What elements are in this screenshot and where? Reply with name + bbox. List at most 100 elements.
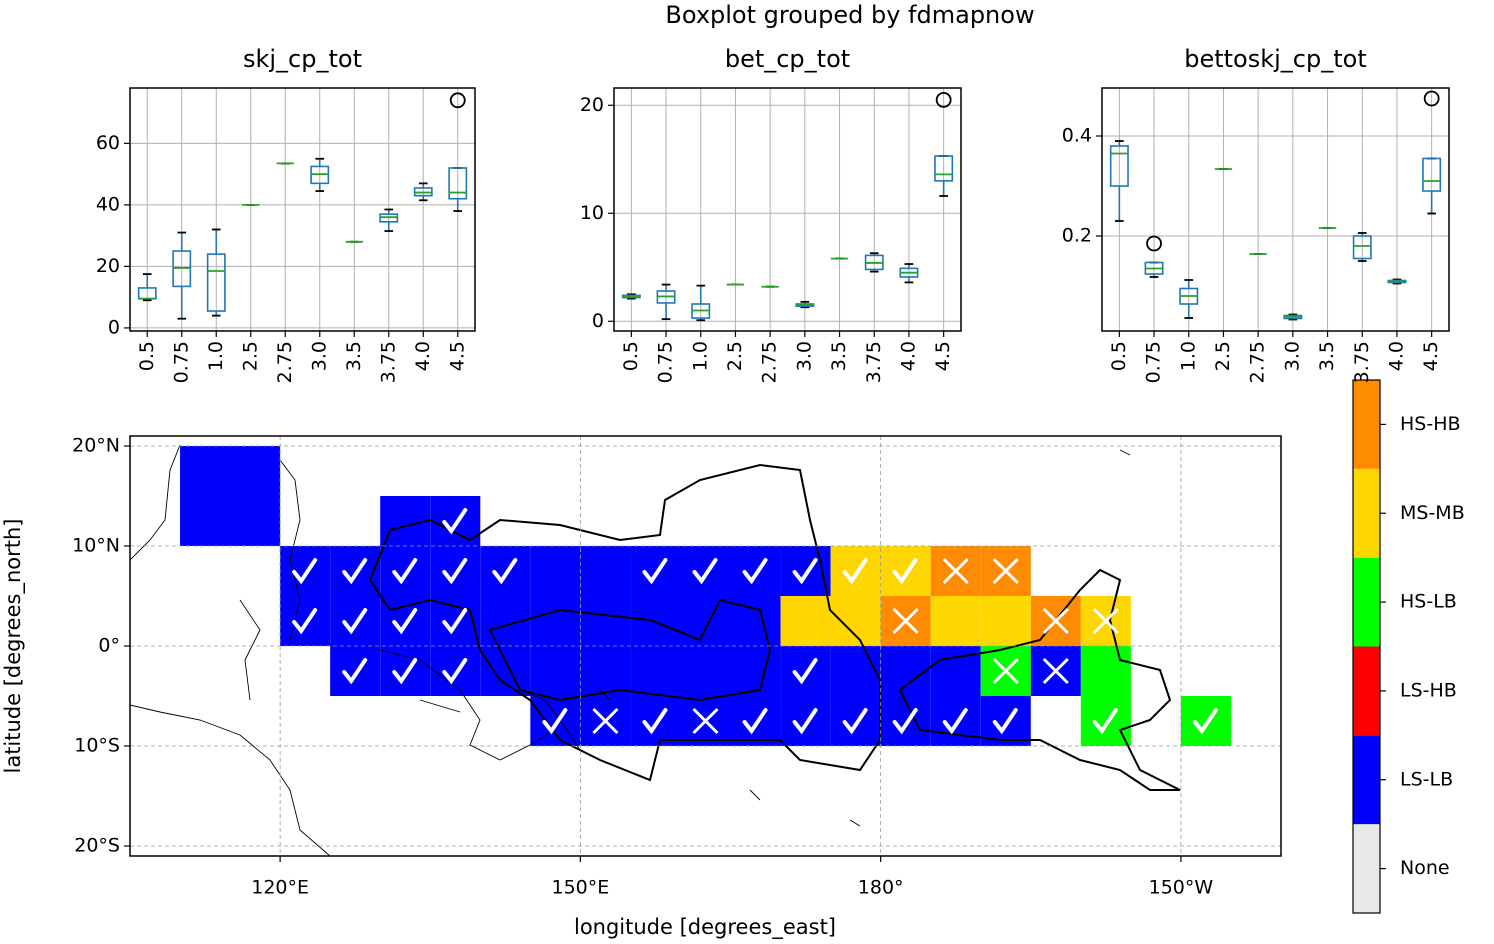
check-marker xyxy=(792,708,818,735)
cross-marker xyxy=(1042,657,1069,685)
x-tick-label: 1.0 xyxy=(205,341,227,371)
x-tick-label: 1.0 xyxy=(689,341,711,371)
map-cell xyxy=(530,546,581,596)
map-cell xyxy=(780,596,831,646)
colorbar-segment xyxy=(1353,380,1380,469)
check-marker xyxy=(342,608,368,635)
check-marker xyxy=(392,608,418,635)
colorbar-segment xyxy=(1353,557,1380,647)
map-cell xyxy=(830,596,881,646)
map-cell xyxy=(330,596,381,646)
map-cell xyxy=(330,646,381,696)
colorbar-frame xyxy=(1352,379,1381,914)
check-marker xyxy=(842,558,868,585)
x-tick-label: 180° xyxy=(858,877,904,899)
check-marker xyxy=(892,708,918,735)
y-tick-label: 20°N xyxy=(72,435,120,457)
x-tick-label: 3.0 xyxy=(793,341,815,371)
colorbar-label: LS-LB xyxy=(1400,768,1453,790)
map-cell xyxy=(980,596,1031,646)
x-tick-label: 0.5 xyxy=(136,341,158,371)
x-tick-label: 3.75 xyxy=(863,341,885,383)
y-tick-label: 60 xyxy=(96,132,120,154)
check-marker xyxy=(692,558,718,585)
x-tick-label: 4.5 xyxy=(1420,341,1442,371)
y-tick-label: 20 xyxy=(96,255,120,277)
map-cell xyxy=(730,546,781,596)
cross-marker xyxy=(942,557,969,585)
check-marker xyxy=(742,558,768,585)
map-cell xyxy=(380,596,431,646)
map-cell xyxy=(880,696,931,746)
figure-title: Boxplot grouped by fdmapnow xyxy=(665,1,1034,29)
x-tick-label: 4.5 xyxy=(932,341,954,371)
box xyxy=(934,155,954,182)
check-marker xyxy=(542,708,568,735)
check-marker xyxy=(792,558,818,585)
cross-marker xyxy=(992,557,1019,585)
check-marker xyxy=(492,558,518,585)
y-tick-label: 20°S xyxy=(74,835,120,857)
x-tick-label: 0.75 xyxy=(1143,341,1165,383)
map-cell xyxy=(530,696,581,746)
y-tick-label: 10 xyxy=(580,202,604,224)
colorbar-segment xyxy=(1353,735,1380,825)
map-cell xyxy=(630,696,681,746)
flier xyxy=(1146,235,1162,252)
x-tick-label: 0.5 xyxy=(620,341,642,371)
map-cell xyxy=(880,546,931,596)
map-cell xyxy=(830,696,881,746)
map-cell xyxy=(580,596,631,646)
x-tick-label: 0.75 xyxy=(655,341,677,383)
cross-marker xyxy=(892,607,919,635)
map-cell xyxy=(180,446,281,546)
map-cell xyxy=(580,546,631,596)
box xyxy=(448,167,468,200)
map-cell xyxy=(730,696,781,746)
map-cell xyxy=(280,596,331,646)
map-cell xyxy=(630,546,681,596)
check-marker xyxy=(442,558,468,585)
x-tick-label: 2.75 xyxy=(1247,341,1269,383)
map-cell xyxy=(330,546,381,596)
map-cell xyxy=(930,696,981,746)
map-cell xyxy=(1180,696,1231,746)
x-tick-label: 2.75 xyxy=(759,341,781,383)
colorbar-segment xyxy=(1353,824,1380,913)
x-tick-label: 4.5 xyxy=(446,341,468,371)
y-axis-label: latitude [degrees_north] xyxy=(1,519,26,774)
y-tick-label: 0° xyxy=(98,635,120,657)
y-tick-label: 10°S xyxy=(74,735,120,757)
map-cell xyxy=(780,646,831,696)
check-marker xyxy=(892,558,918,585)
y-tick-label: 10°N xyxy=(72,535,120,557)
map-cell xyxy=(830,546,881,596)
map-cell xyxy=(1080,696,1131,746)
cross-marker xyxy=(1042,607,1069,635)
check-marker xyxy=(842,708,868,735)
cross-marker xyxy=(592,707,619,735)
check-marker xyxy=(742,708,768,735)
check-marker xyxy=(1192,708,1218,735)
map-cell xyxy=(530,596,581,646)
x-tick-label: 0.75 xyxy=(170,341,192,383)
flier xyxy=(935,91,952,108)
map-cell xyxy=(1080,646,1131,696)
subplot-title: skj_cp_tot xyxy=(243,45,362,73)
map-cell xyxy=(580,646,631,696)
map-cell xyxy=(430,646,481,696)
map-cell xyxy=(680,646,731,696)
x-tick-label: 4.0 xyxy=(1385,341,1407,371)
check-marker xyxy=(442,508,468,535)
check-marker xyxy=(442,608,468,635)
y-tick-label: 0 xyxy=(108,316,120,338)
map-cell xyxy=(630,596,681,646)
colorbar-segment xyxy=(1353,468,1380,558)
map-cell xyxy=(830,646,881,696)
check-marker xyxy=(792,658,818,685)
map-cell xyxy=(730,646,781,696)
colorbar-label: HS-LB xyxy=(1400,591,1457,613)
x-tick-label: 2.5 xyxy=(724,341,746,371)
axes-frame xyxy=(129,435,1282,857)
x-tick-label: 3.5 xyxy=(828,341,850,371)
